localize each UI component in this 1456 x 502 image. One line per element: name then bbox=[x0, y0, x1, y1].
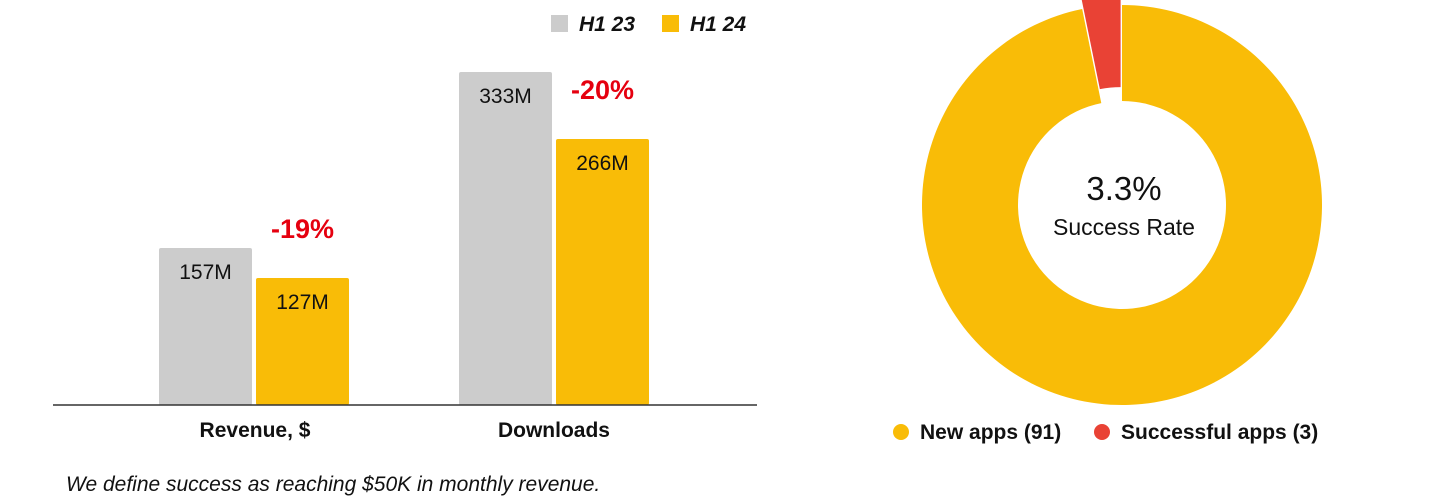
change-label: -20% bbox=[571, 75, 634, 105]
legend-swatch-h1-23 bbox=[551, 15, 568, 32]
x-tick-label: Downloads bbox=[498, 419, 610, 442]
donut-center-value: 3.3% bbox=[1086, 170, 1161, 207]
change-label: -19% bbox=[271, 214, 334, 244]
legend-dot-successful-apps bbox=[1094, 424, 1110, 440]
legend-swatch-h1-24 bbox=[662, 15, 679, 32]
bar-downloads-h1-23 bbox=[459, 72, 552, 405]
bar-value-label: 266M bbox=[576, 152, 629, 175]
legend-label: New apps (91) bbox=[920, 421, 1061, 444]
bar-downloads-h1-24 bbox=[556, 139, 649, 405]
footnote: We define success as reaching $50K in mo… bbox=[66, 473, 601, 496]
donut-center-label: Success Rate bbox=[1053, 214, 1195, 240]
legend-label: H1 24 bbox=[690, 13, 746, 36]
bar-value-label: 127M bbox=[276, 291, 329, 314]
donut-chart: 3.3% Success Rate New apps (91) Successful … bbox=[893, 0, 1323, 444]
legend-dot-new-apps bbox=[893, 424, 909, 440]
legend-label: Successful apps (3) bbox=[1121, 421, 1318, 444]
bar-chart: 157M 127M -19% Revenue, $ 333M 266M -20% Downlo… bbox=[53, 13, 757, 442]
donut-slice-new-apps bbox=[922, 5, 1323, 405]
bar-revenue-h1-24 bbox=[256, 278, 349, 405]
bar-revenue-h1-23 bbox=[159, 248, 252, 405]
x-tick-label: Revenue, $ bbox=[200, 419, 311, 442]
bar-value-label: 333M bbox=[479, 85, 532, 108]
legend-label: H1 23 bbox=[579, 13, 635, 36]
donut-slice-successful-apps bbox=[1081, 0, 1121, 90]
bar-value-label: 157M bbox=[179, 261, 232, 284]
